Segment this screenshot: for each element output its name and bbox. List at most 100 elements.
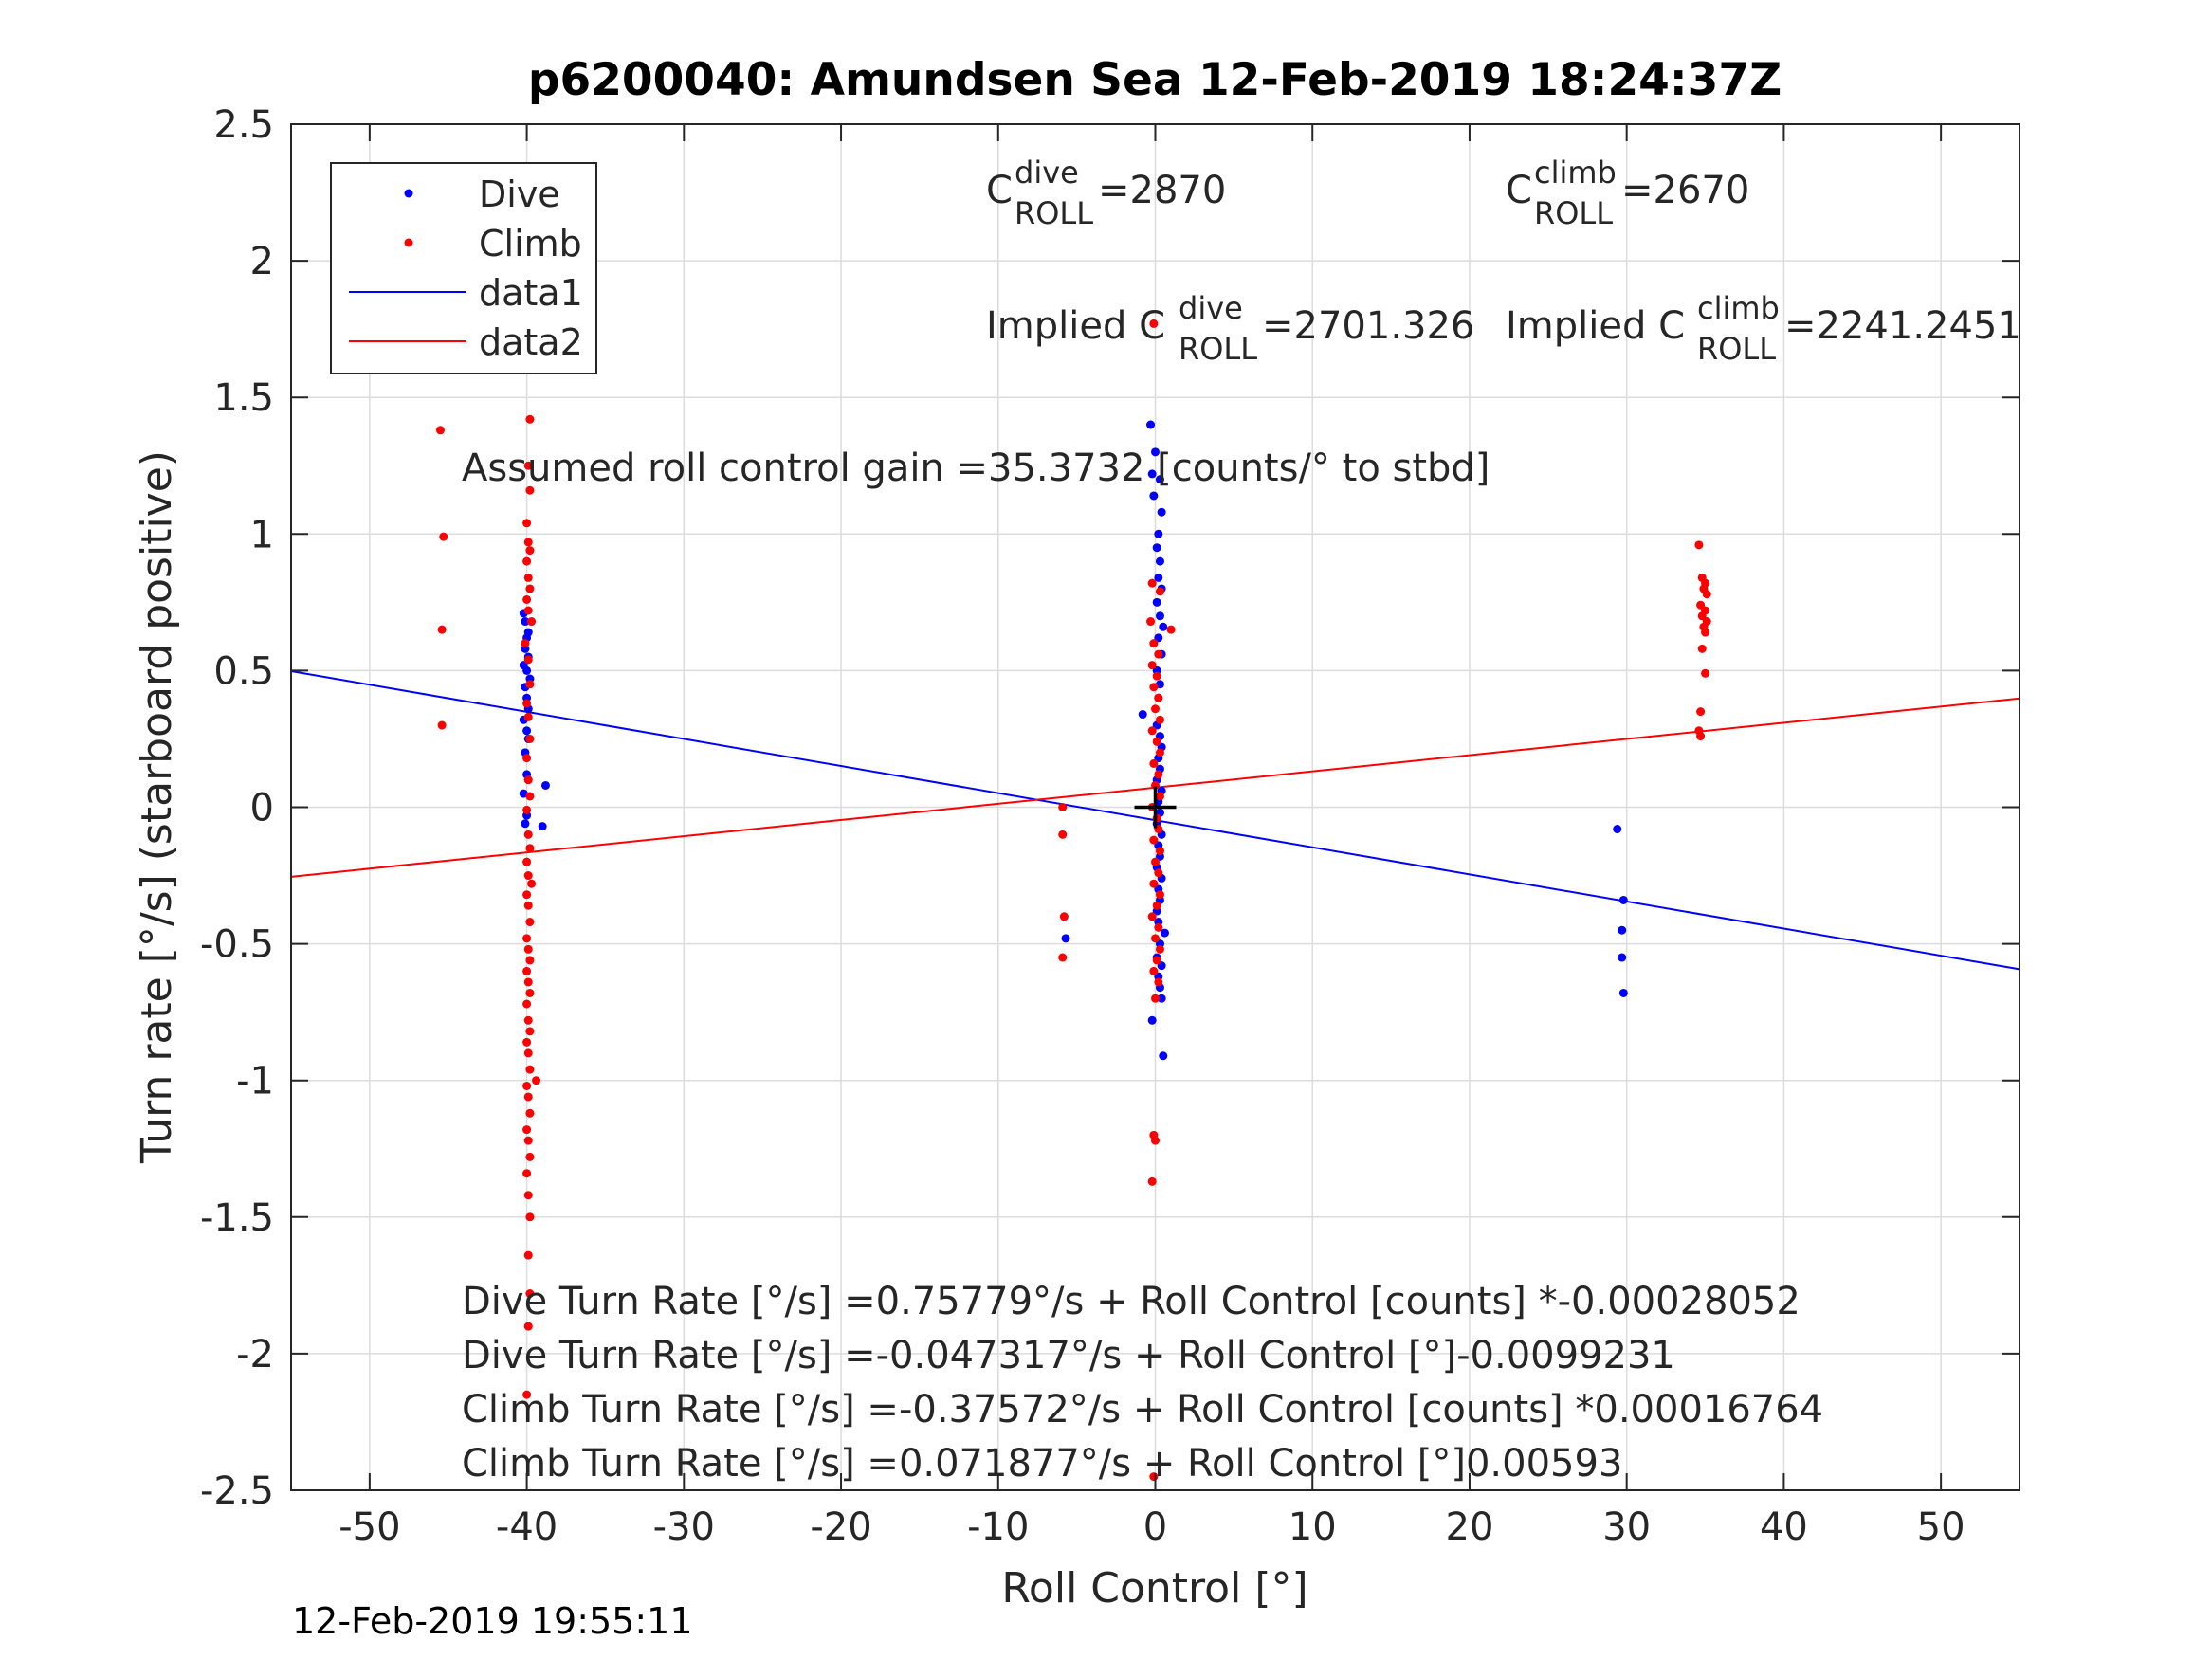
point-climb [1154,868,1163,878]
point-climb [525,584,535,593]
point-climb [1149,639,1159,648]
y-tick-label: 2 [250,240,274,283]
y-axis-label: Turn rate [°/s] (starboard positive) [133,450,181,1164]
point-climb [1697,644,1707,653]
chart-title: p6200040: Amundsen Sea 12-Feb-2019 18:24… [528,54,1782,106]
data-points [435,297,1711,1482]
point-climb [521,639,530,648]
point-dive [1138,710,1147,720]
point-climb [522,966,532,975]
point-climb [523,606,533,615]
point-climb [1155,890,1164,900]
point-dive [1155,556,1164,566]
svg-text:Implied C: Implied C [986,304,1165,348]
point-dive [1151,447,1160,457]
point-climb [1149,319,1159,328]
point-climb [523,830,533,839]
svg-text:=2701.326: =2701.326 [1262,304,1474,348]
x-tick-label: -40 [496,1505,558,1549]
origin-cross [1134,786,1177,829]
ticks: -50 -40 -30 -20 -10 0 10 20 30 40 50-2.5-2-1.5-1-0… [200,103,2020,1549]
point-climb [527,879,537,888]
point-climb [1149,966,1159,975]
point-climb [525,546,535,556]
point-climb [522,890,532,900]
point-dive [1154,529,1163,538]
point-climb [1154,922,1163,932]
point-climb [1166,625,1176,634]
footer-timestamp: 12-Feb-2019 19:55:11 [292,1600,693,1642]
point-climb [1059,912,1069,921]
legend-box [330,162,597,374]
point-climb [1147,912,1157,921]
point-climb [1701,628,1710,637]
point-climb [435,426,445,435]
x-tick-label: 50 [1917,1505,1965,1549]
point-climb [525,988,535,997]
point-climb [523,901,533,910]
point-dive [522,726,532,736]
point-climb [525,1288,535,1298]
point-climb [522,1125,532,1135]
point-climb [522,805,532,814]
point-climb [522,857,532,866]
point-climb [523,1322,533,1331]
point-climb [1152,737,1161,746]
point-climb [523,1092,533,1102]
point-climb [522,594,532,604]
c-dive-annotation: C dive ROLL =2870 [986,155,1226,231]
point-climb [1152,901,1161,910]
y-tick-label: -0.5 [200,923,274,967]
point-climb [1151,1136,1160,1145]
svg-text:Implied C: Implied C [1506,304,1685,348]
x-tick-label: 40 [1760,1505,1808,1549]
point-climb [523,655,533,665]
point-dive [521,819,530,829]
svg-text:C: C [1506,169,1532,212]
point-dive [1149,491,1159,501]
y-tick-label: -1.5 [200,1196,274,1240]
point-climb [525,414,535,424]
point-dive [1618,953,1627,962]
x-tick-label: -50 [338,1505,400,1549]
point-climb [1152,671,1161,681]
point-climb [1149,683,1159,692]
point-dive [522,665,532,675]
point-climb [522,1390,532,1399]
legend-label: data1 [479,272,583,314]
point-climb [532,1076,541,1085]
x-tick-label: -10 [967,1505,1029,1549]
point-climb [1058,830,1068,839]
point-climb [1155,715,1164,724]
point-dive [1160,928,1169,938]
point-climb [523,977,533,987]
legend-label: Climb [479,223,582,264]
point-climb [1152,956,1161,965]
point-climb [523,573,533,582]
point-dive [1159,622,1168,631]
point-climb [522,1169,532,1178]
equation-2: Dive Turn Rate [°/s] =-0.047317°/s + Rol… [462,1334,1675,1377]
point-climb [1154,977,1163,987]
point-dive [1146,420,1156,429]
legend-marker-climb [404,238,413,247]
point-dive [1613,825,1622,834]
point-climb [1149,835,1159,845]
svg-text:ROLL: ROLL [1697,331,1776,367]
point-climb [522,1037,532,1047]
point-dive [1155,475,1164,484]
point-dive [1147,469,1157,479]
point-dive [1154,573,1163,582]
point-climb [523,944,533,954]
equation-3: Climb Turn Rate [°/s] =-0.37572°/s + Rol… [462,1388,1823,1431]
y-tick-label: -1 [236,1060,274,1103]
point-climb [1696,732,1706,741]
svg-text:dive: dive [1179,290,1243,326]
point-climb [1151,994,1160,1003]
point-climb [523,1048,533,1058]
point-climb [525,792,535,801]
gain-annotation: Assumed roll control gain =35.3732 [coun… [462,447,1490,490]
svg-text:C: C [986,169,1013,212]
svg-text:=2241.2451: =2241.2451 [1784,304,2021,348]
